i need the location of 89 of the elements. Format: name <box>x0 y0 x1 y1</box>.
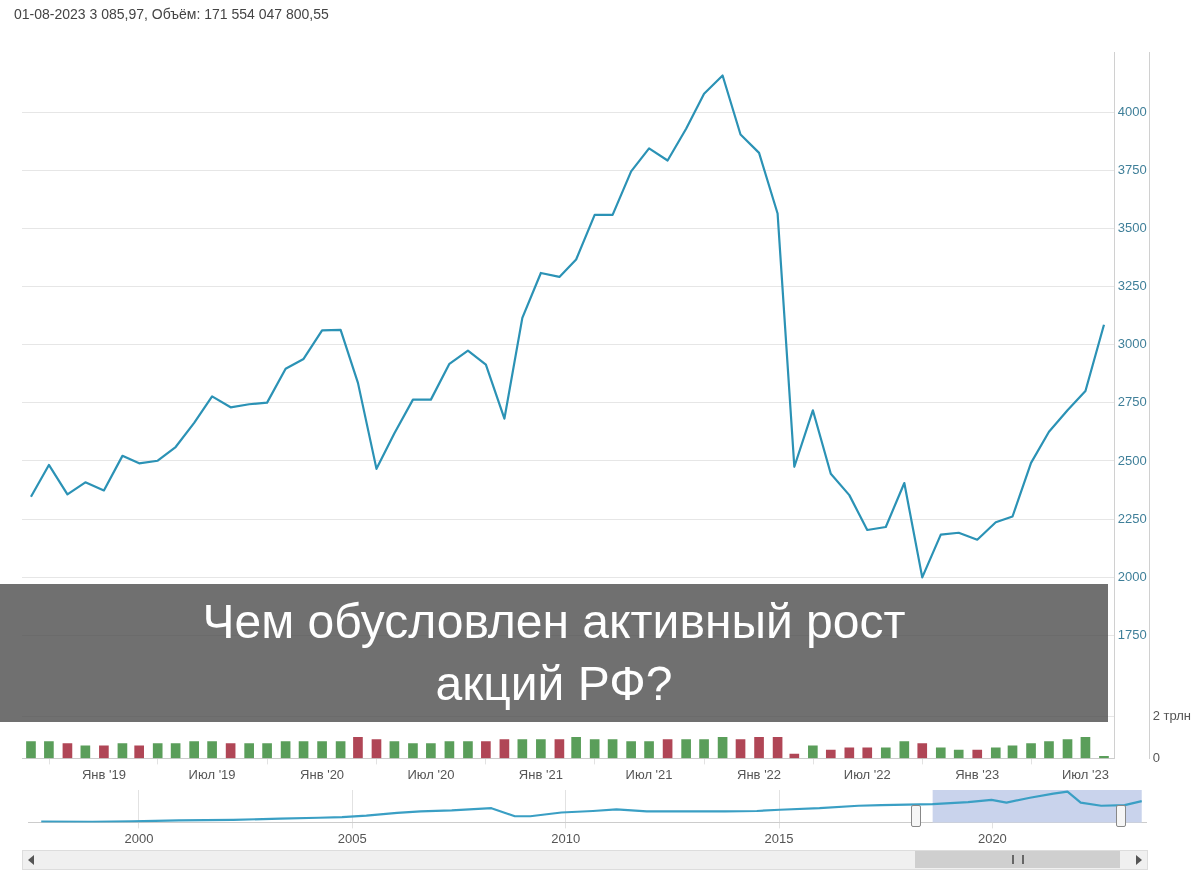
bar <box>607 739 618 759</box>
x-tick-label: Янв '19 <box>81 766 126 782</box>
bar <box>644 741 654 759</box>
bar <box>244 743 254 759</box>
x-tick-label: 2000 <box>124 830 154 846</box>
x-tick-label: Янв '22 <box>737 766 782 782</box>
bar <box>389 741 400 759</box>
bar <box>262 743 272 759</box>
bar <box>1062 739 1073 759</box>
chart-subtitle: 01-08-2023 3 085,97, Объём: 171 554 047 800,55 <box>14 6 329 22</box>
bar <box>536 739 546 759</box>
bar <box>825 749 836 759</box>
bar <box>589 739 600 759</box>
bar <box>499 739 510 759</box>
bar <box>317 741 327 759</box>
bar <box>44 741 54 759</box>
bar <box>298 741 309 759</box>
bar <box>789 753 800 759</box>
title-banner: Чем обусловлен активный рост акций РФ? <box>0 584 1108 722</box>
bar <box>371 739 382 759</box>
bar <box>408 743 418 759</box>
bar <box>481 741 491 759</box>
bar <box>517 739 528 759</box>
bar <box>808 745 818 759</box>
bar <box>990 747 1001 759</box>
x-tick-label: Июл '22 <box>843 766 891 782</box>
bar <box>626 741 636 759</box>
bar <box>662 739 673 759</box>
bar <box>1044 741 1054 759</box>
y-tick-label: 3500 <box>1117 220 1147 236</box>
x-tick-label: Июл '21 <box>625 766 673 782</box>
bar <box>953 749 964 759</box>
x-tick-label: 2005 <box>337 830 367 846</box>
bar <box>862 747 873 759</box>
bar <box>1007 745 1018 759</box>
bar <box>699 739 709 759</box>
bar <box>917 743 928 759</box>
y-tick-label: 2500 <box>1117 452 1147 468</box>
bar <box>26 741 36 759</box>
bar <box>735 739 746 759</box>
x-tick-label: 2020 <box>977 830 1007 846</box>
bar <box>717 737 728 759</box>
bar <box>754 737 764 759</box>
x-tick-label: Июл '23 <box>1061 766 1109 782</box>
bar <box>62 743 73 759</box>
x-tick-label: Янв '20 <box>300 766 345 782</box>
bar <box>1080 737 1091 759</box>
y-tick-label: 2000 <box>1117 568 1147 584</box>
bar <box>80 745 91 759</box>
bar <box>99 745 109 759</box>
bar <box>152 743 163 759</box>
bar <box>170 743 181 759</box>
bar <box>681 739 691 759</box>
bar <box>880 747 891 759</box>
bar <box>899 741 910 759</box>
bar <box>772 737 783 759</box>
y2-tick-label: 2 трлн <box>1152 707 1192 723</box>
x-tick-label: Июл '19 <box>188 766 236 782</box>
bar <box>117 743 128 759</box>
bar <box>463 741 473 759</box>
bar <box>972 749 983 759</box>
x-tick-label: Июл '20 <box>407 766 455 782</box>
y-tick-label: 3250 <box>1117 278 1147 294</box>
bar <box>1026 743 1036 759</box>
bar <box>225 743 236 759</box>
bar <box>134 745 144 759</box>
bar <box>1099 755 1109 759</box>
bar <box>207 741 217 759</box>
x-tick-label: Янв '21 <box>518 766 563 782</box>
bar <box>280 741 291 759</box>
bar <box>189 741 199 759</box>
bar <box>554 739 565 759</box>
bar <box>353 737 363 759</box>
bar <box>335 741 346 759</box>
y2-tick-label: 0 <box>1152 749 1160 765</box>
y-tick-label: 3750 <box>1117 162 1147 178</box>
bar <box>426 743 436 759</box>
bar <box>571 737 581 759</box>
bar <box>844 747 855 759</box>
x-tick-label: Янв '23 <box>955 766 1000 782</box>
x-tick-label: 2010 <box>551 830 581 846</box>
y-tick-label: 2250 <box>1117 510 1147 526</box>
y-tick-label: 2750 <box>1117 394 1147 410</box>
y-tick-label: 1750 <box>1117 626 1147 642</box>
bar <box>444 741 455 759</box>
bar <box>935 747 946 759</box>
y-tick-label: 4000 <box>1117 103 1147 119</box>
x-tick-label: 2015 <box>764 830 794 846</box>
y-tick-label: 3000 <box>1117 336 1147 352</box>
